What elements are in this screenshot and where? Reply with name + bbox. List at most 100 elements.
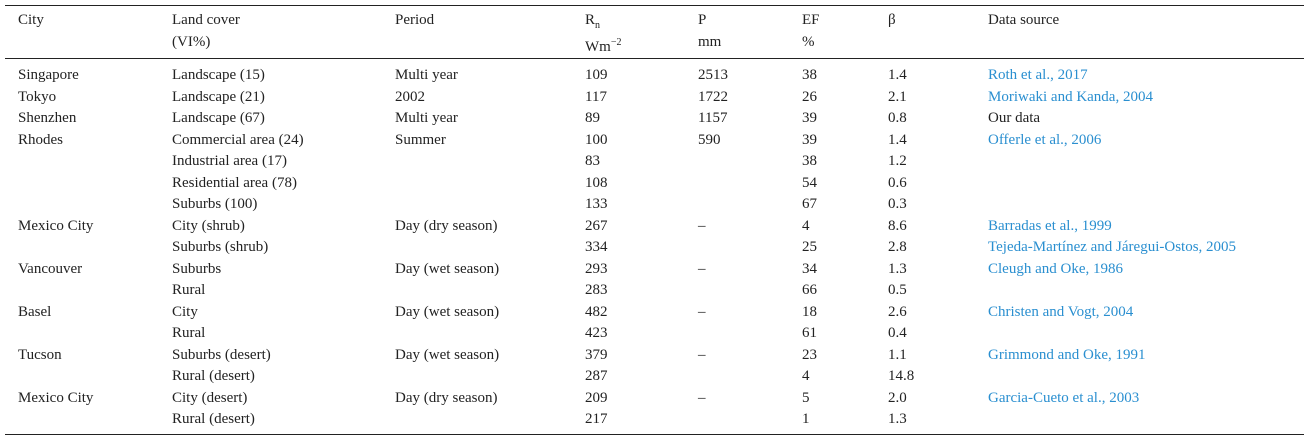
table-cell: 1.3: [888, 411, 907, 427]
table-cell: 0.4: [888, 325, 907, 341]
table-cell: Rhodes: [18, 131, 63, 148]
table-cell: Landscape (67): [172, 110, 265, 126]
header-cell: Period: [395, 12, 435, 28]
table-cell: 1.4: [888, 67, 907, 83]
table-cell: 4: [802, 368, 810, 384]
table-cell: 66: [802, 282, 817, 298]
table-cell: 2513: [698, 67, 728, 83]
table-cell: 61: [802, 325, 817, 341]
table-cell: Mexico City: [18, 217, 94, 234]
table-cell: 18: [802, 303, 817, 320]
source-link[interactable]: Christen and Vogt, 2004: [988, 303, 1134, 320]
table-cell: Suburbs (100): [172, 196, 258, 212]
top-rule: [5, 5, 1304, 6]
table-cell: Rural: [172, 325, 206, 341]
table-cell: –: [698, 217, 706, 234]
table-cell: Rural (desert): [172, 368, 255, 384]
table-cell: 379: [585, 346, 608, 363]
header-cell: City: [18, 12, 44, 28]
header-cell: Wm−2: [585, 32, 621, 58]
table-cell: 2.0: [888, 389, 907, 406]
table-cell: City (desert): [172, 389, 248, 406]
table-cell: 8.6: [888, 217, 907, 234]
header-cell-base: R: [585, 12, 596, 28]
source-link[interactable]: Cleugh and Oke, 1986: [988, 260, 1123, 277]
table-cell: 39: [802, 131, 817, 148]
source-link[interactable]: Offerle et al., 2006: [988, 131, 1102, 148]
table-cell: 109: [585, 67, 608, 83]
table-cell: 14.8: [888, 368, 915, 384]
source-link[interactable]: Tejeda-Martínez and Járegui-Ostos, 2005: [988, 239, 1237, 255]
table-cell: 287: [585, 368, 608, 384]
table-cell: 1.3: [888, 260, 907, 277]
table-cell: 209: [585, 389, 608, 406]
table-cell: Vancouver: [18, 260, 83, 277]
header-cell: Land cover: [172, 12, 240, 28]
table-cell: 54: [802, 174, 817, 191]
table-cell: Multi year: [395, 110, 458, 126]
table-cell: 133: [585, 196, 608, 212]
table-cell: 0.3: [888, 196, 907, 212]
table-cell: Tokyo: [18, 88, 57, 105]
table-cell: –: [698, 389, 706, 406]
table-cell: Basel: [18, 303, 52, 320]
table-cell: Summer: [395, 131, 446, 148]
table-cell: Singapore: [18, 67, 79, 83]
table-cell: 100: [585, 131, 608, 148]
table-cell: 26: [802, 88, 817, 105]
table-cell: Multi year: [395, 67, 458, 83]
table-cell: City (shrub): [172, 217, 245, 234]
table-cell: Landscape (21): [172, 88, 265, 105]
table-cell: Residential area (78): [172, 174, 297, 191]
table-cell: 590: [698, 131, 721, 148]
table-cell: 25: [802, 239, 817, 255]
source-link[interactable]: Garcia-Cueto et al., 2003: [988, 389, 1140, 406]
source-link[interactable]: Grimmond and Oke, 1991: [988, 346, 1146, 363]
table-cell: Shenzhen: [18, 110, 77, 126]
table-cell: 34: [802, 260, 817, 277]
table-cell: 83: [585, 153, 600, 169]
source-link[interactable]: Roth et al., 2017: [988, 67, 1088, 83]
table-cell: 334: [585, 239, 608, 255]
table-cell: Industrial area (17): [172, 153, 287, 169]
header-rule: [5, 58, 1304, 59]
table-cell: 1.4: [888, 131, 907, 148]
table-cell: 39: [802, 110, 817, 126]
table-cell: 2.6: [888, 303, 907, 320]
table-cell: Day (wet season): [395, 303, 500, 320]
table-cell: Mexico City: [18, 389, 94, 406]
table-cell: Day (dry season): [395, 217, 498, 234]
table-cell: 2002: [395, 88, 425, 105]
table-cell: Suburbs (desert): [172, 346, 271, 363]
bottom-rule: [5, 434, 1304, 435]
table-cell: 4: [802, 217, 810, 234]
table-cell: 108: [585, 174, 608, 191]
table-cell: 423: [585, 325, 608, 341]
header-cell: Data source: [988, 12, 1060, 28]
source-text: Our data: [988, 110, 1041, 126]
table-cell: –: [698, 260, 706, 277]
header-cell-sup: −2: [610, 37, 622, 48]
table-cell: Suburbs: [172, 260, 222, 277]
table-cell: 23: [802, 346, 817, 363]
table-cell: 0.6: [888, 174, 907, 191]
table-cell: 38: [802, 67, 817, 83]
table-cell: Rural (desert): [172, 411, 255, 427]
header-cell-base: Wm: [585, 39, 611, 55]
table-cell: 1157: [698, 110, 728, 126]
table-cell: 267: [585, 217, 608, 234]
header-cell: %: [802, 34, 815, 50]
table-cell: Day (wet season): [395, 346, 500, 363]
table-cell: 283: [585, 282, 608, 298]
table-cell: –: [698, 303, 706, 320]
header-cell-sub: n: [595, 20, 601, 31]
table-cell: Day (dry season): [395, 389, 498, 406]
table-cell: 1.1: [888, 346, 907, 363]
table-cell: 2.8: [888, 239, 907, 255]
table-cell: Tucson: [18, 346, 62, 363]
table-cell: 38: [802, 153, 817, 169]
table-cell: 0.8: [888, 110, 907, 126]
source-link[interactable]: Barradas et al., 1999: [988, 217, 1112, 234]
source-link[interactable]: Moriwaki and Kanda, 2004: [988, 88, 1153, 105]
